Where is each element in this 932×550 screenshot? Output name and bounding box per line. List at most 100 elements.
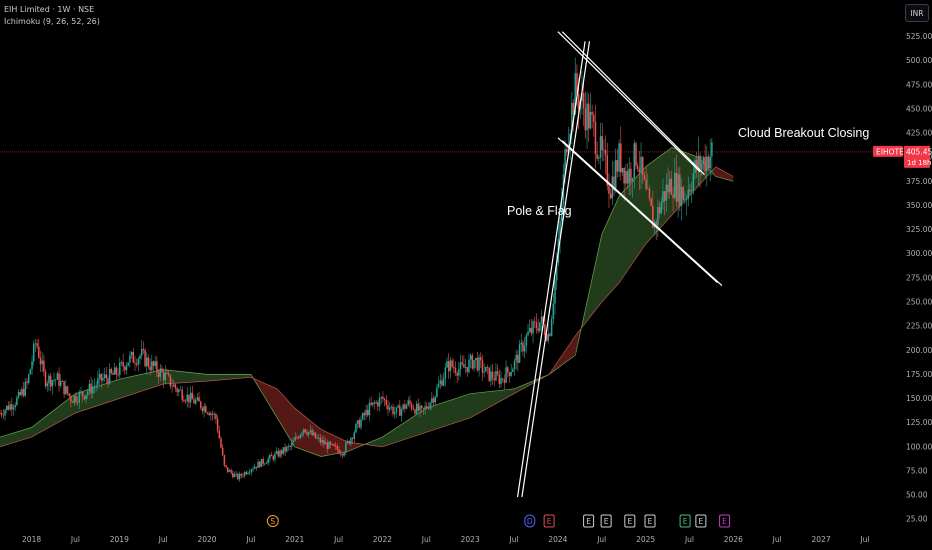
candle-body: [490, 371, 492, 381]
candle-body: [211, 413, 214, 415]
indicator-legend[interactable]: Ichimoku (9, 26, 52, 26): [4, 17, 100, 26]
candle-body: [422, 407, 425, 409]
candle-body: [115, 367, 118, 375]
candle-body: [576, 73, 578, 94]
candle-body: [641, 156, 644, 176]
candle-body: [112, 373, 114, 375]
candle-body: [16, 397, 18, 406]
candle-body: [151, 361, 153, 371]
candle-body: [323, 440, 325, 445]
candle-body: [679, 174, 681, 206]
candle-body: [294, 436, 296, 441]
candle-body: [512, 369, 514, 372]
candle-body: [63, 381, 65, 395]
cloud-breakout-annotation[interactable]: Cloud Breakout Closing: [738, 126, 869, 140]
candle-body: [221, 447, 224, 456]
candle-body: [291, 442, 293, 447]
candle-body: [545, 334, 548, 341]
candle-body: [238, 473, 241, 480]
pole-flag-annotation[interactable]: Pole & Flag: [507, 204, 572, 218]
candle-body: [437, 383, 440, 388]
candle-body: [149, 366, 151, 371]
candle-body: [188, 394, 190, 403]
candle-body: [564, 149, 566, 175]
event-earnings-icon: [624, 514, 636, 528]
candle-body: [194, 400, 197, 404]
symbol-title[interactable]: EIH Limited · 1W · NSE: [4, 5, 95, 14]
candle-body: [43, 360, 45, 372]
time-tick-label: 2021: [285, 535, 304, 544]
candle-body: [164, 372, 167, 381]
candle-body: [584, 108, 587, 131]
candle-body: [680, 186, 683, 206]
candle-body: [139, 355, 141, 359]
event-earnings-icon: [600, 514, 612, 528]
candle-body: [173, 384, 175, 387]
candle-body: [523, 345, 526, 352]
price-tag-countdown: 1d 18h: [907, 159, 931, 167]
candle-body: [38, 346, 40, 358]
candle-body: [289, 446, 291, 447]
event-earnings-icon: [695, 514, 707, 528]
event-label: E: [699, 517, 704, 526]
candle-body: [591, 112, 593, 115]
candle-body: [532, 321, 534, 334]
candle-body: [73, 395, 75, 403]
candle-body: [655, 221, 657, 226]
event-label: E: [627, 517, 632, 526]
candle-body: [338, 449, 340, 454]
candle-body: [105, 374, 108, 379]
candle-body: [640, 156, 642, 173]
trend-drawings[interactable]: [516, 31, 723, 498]
time-tick-label: 2023: [461, 535, 480, 544]
candle-body: [549, 333, 551, 336]
candle-body: [647, 188, 649, 190]
cloud-bullish: [363, 375, 547, 447]
candle-body: [442, 378, 445, 386]
candle-body: [269, 454, 271, 459]
candle-body: [46, 383, 48, 387]
candle-body: [90, 383, 92, 394]
candle-body: [299, 434, 302, 439]
candle-body: [59, 381, 62, 386]
candle-body: [508, 372, 511, 376]
candle-body: [414, 409, 416, 414]
candle-body: [156, 361, 158, 373]
candle-body: [491, 371, 494, 379]
candle-body: [400, 409, 403, 416]
candle-body: [117, 374, 119, 376]
candle-body: [316, 438, 318, 439]
candle-body: [230, 470, 232, 473]
candle-body: [270, 454, 273, 457]
candle-body: [441, 380, 443, 386]
candle-body: [544, 324, 546, 335]
candle-body: [275, 451, 278, 454]
candle-body: [702, 157, 705, 164]
candle-body: [253, 466, 256, 469]
event-label: E: [586, 517, 591, 526]
candle-body: [463, 364, 465, 368]
candle-body: [226, 467, 229, 472]
price-tick-label: 375.00: [906, 177, 932, 186]
candle-body: [191, 392, 194, 400]
candle-body: [378, 397, 381, 407]
price-tick-label: 125.00: [906, 418, 932, 427]
candle-body: [501, 378, 504, 380]
candle-body: [135, 363, 138, 365]
price-axis[interactable]: 25.00 50.00 75.00 100.00 125.00 150.00 175.00 2…: [906, 32, 932, 524]
candle-body: [407, 400, 409, 406]
price-tick-label: 525.00: [906, 32, 932, 41]
candle-body: [493, 378, 496, 381]
candle-body: [103, 374, 106, 378]
candle-body: [390, 406, 393, 408]
candle-body: [476, 357, 479, 371]
currency-button[interactable]: INR: [905, 4, 929, 22]
candle-body: [397, 405, 399, 408]
time-tick-label: Jul: [333, 535, 343, 544]
time-axis[interactable]: 2018 Jul 2019 Jul 2020 Jul 2021 Jul 2022 Jul 2023 J…: [22, 535, 869, 544]
candle-body: [471, 355, 474, 369]
candle-body: [206, 412, 209, 414]
candle-body: [311, 430, 313, 436]
